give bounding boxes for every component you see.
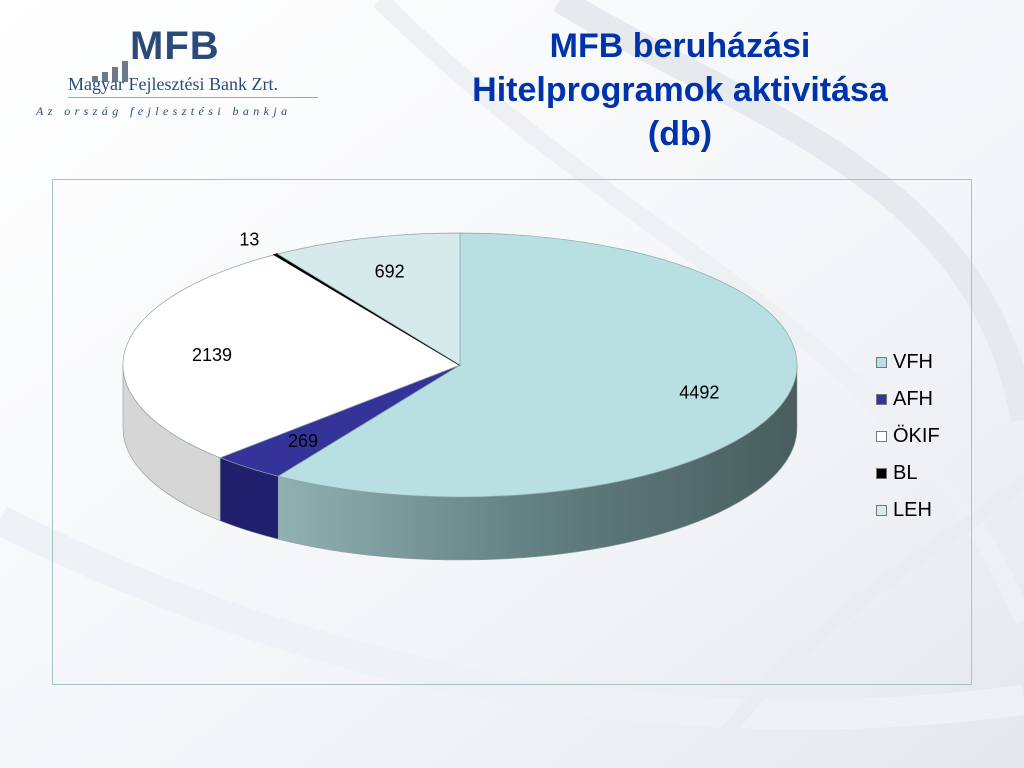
legend-swatch-bl [876, 468, 887, 479]
title-line-1: MFB beruházási [549, 27, 811, 65]
legend-label-ökif: ÖKIF [893, 425, 940, 447]
legend-label-bl: BL [893, 462, 918, 484]
legend-label-vfh: VFH [893, 351, 933, 373]
pie-slice-leh [276, 232, 461, 366]
mfb-logo: MFB Magyar Fejlesztési Bank Zrt. Az orsz… [30, 22, 330, 132]
legend-label-leh: LEH [893, 499, 932, 521]
logo-bars-icon [92, 56, 152, 82]
logo-bank-name: Magyar Fejlesztési Bank Zrt. [68, 74, 278, 94]
legend-swatch-vfh [876, 357, 887, 368]
chart-legend: VFH AFH ÖKIF BL LEH [876, 344, 976, 529]
data-label-afh: 269 [288, 431, 318, 451]
legend-swatch-leh [876, 505, 887, 516]
title-line-2: Hitelprogramok aktivitása [472, 71, 888, 109]
logo-wordmark: MFB [130, 24, 220, 68]
chart-frame [52, 179, 972, 685]
logo-tagline: Az ország fejlesztési bankja [36, 104, 292, 118]
legend-item-vfh: VFH [876, 344, 976, 381]
legend-swatch-ökif [876, 431, 887, 442]
legend-item-leh: LEH [876, 492, 976, 529]
data-label-ökif: 2139 [192, 345, 232, 365]
legend-item-afh: AFH [876, 381, 976, 418]
legend-item-bl: BL [876, 455, 976, 492]
slide-title: MFB beruházási Hitelprogramok aktivitása… [420, 24, 940, 156]
data-label-leh: 692 [375, 261, 405, 281]
data-label-vfh: 4492 [679, 382, 719, 402]
logo-divider [68, 97, 318, 98]
legend-label-afh: AFH [893, 388, 933, 410]
pie-slice-ökif [122, 254, 461, 459]
legend-swatch-afh [876, 394, 887, 405]
legend-item-ökif: ÖKIF [876, 418, 976, 455]
title-line-3: (db) [647, 115, 713, 153]
data-label-bl: 13 [239, 230, 259, 250]
pie-slice-vfh [277, 232, 798, 498]
